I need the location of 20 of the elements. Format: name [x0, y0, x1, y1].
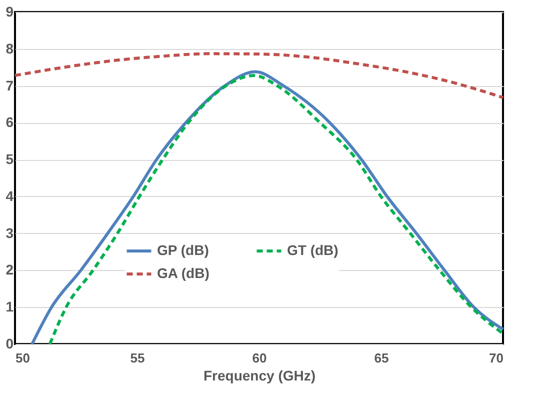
- x-axis-title: Frequency (GHz): [203, 368, 316, 384]
- legend-label: GT (dB): [287, 242, 338, 258]
- x-tick-label: 60: [252, 350, 267, 366]
- y-tick-label: 7: [6, 77, 14, 94]
- x-tick-label: 70: [489, 350, 504, 366]
- y-tick-label: 8: [6, 40, 14, 56]
- line-series: [14, 52, 504, 100]
- y-tick-label: 2: [6, 262, 14, 278]
- legend-label: GP (dB): [157, 242, 209, 258]
- y-tick-label: 0: [6, 336, 14, 352]
- y-tick-label: 6: [6, 114, 14, 130]
- y-tick-label: 5: [6, 151, 14, 168]
- y-tick-label: 1: [6, 298, 14, 315]
- y-tick-label: 4: [6, 188, 14, 204]
- y-tick-label: 3: [6, 224, 14, 241]
- x-tick-label: 55: [130, 350, 145, 366]
- x-tick-label: 50: [16, 350, 30, 366]
- y-tick-label: 9: [6, 4, 14, 20]
- legend-label: GA (dB): [157, 265, 210, 281]
- x-tick-label: 65: [374, 350, 389, 366]
